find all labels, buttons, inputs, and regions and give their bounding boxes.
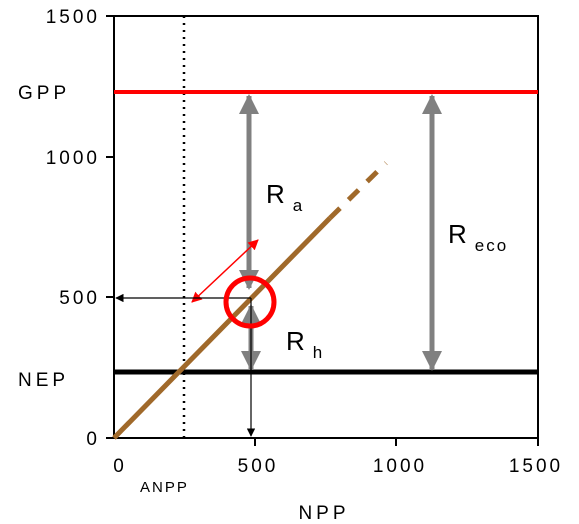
anpp-label: ANPP [140,479,189,496]
x-axis-label: NPP [298,503,349,524]
x-tick-label-0: 0 [113,456,127,477]
y-tick-label-0: 0 [86,429,100,450]
nep-label: NEP [18,370,69,391]
anpp-allocation-arrow [191,239,259,303]
y-tick-label-500: 500 [59,288,100,309]
npp-line-dashed [328,161,388,220]
npp-line-solid [112,216,332,440]
y-tick-label-1000: 1000 [46,148,100,169]
gpp-label: GPP [18,83,70,104]
x-tick-label-1000: 1000 [373,456,427,477]
x-tick-label-1500: 1500 [509,456,563,477]
plot-frame [113,15,539,439]
npp-highlight-circle [223,275,277,329]
y-tick-label-1500: 1500 [46,7,100,28]
x-tick-label-500: 500 [238,456,279,477]
